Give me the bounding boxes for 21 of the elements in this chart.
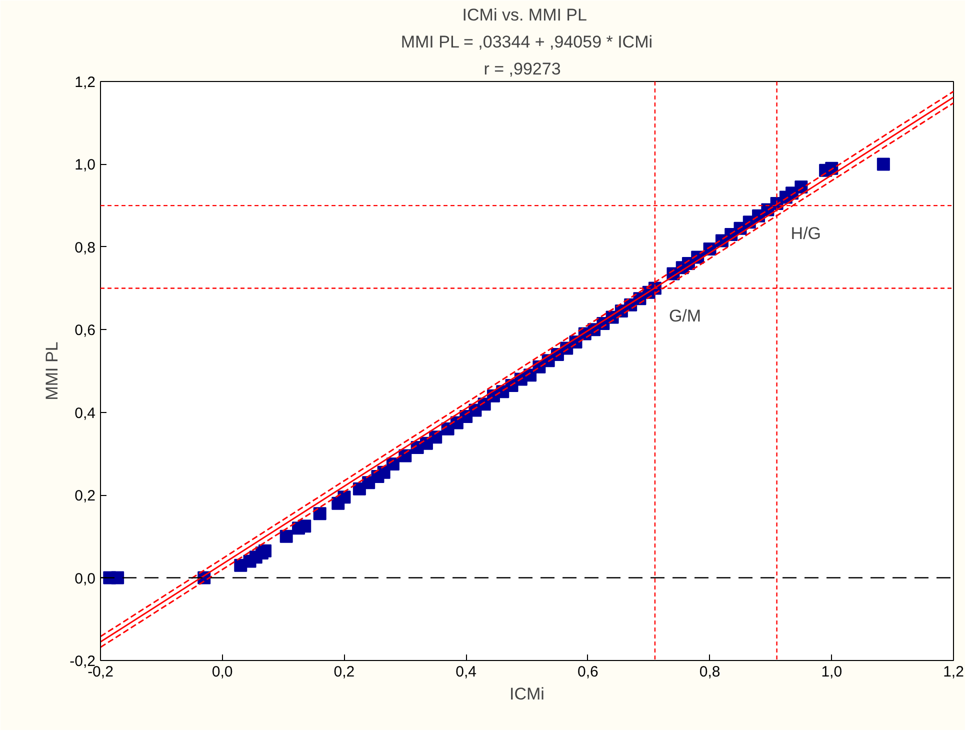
y-tick-label: 0,6: [74, 322, 96, 340]
x-tick-label: 0,8: [699, 664, 720, 680]
x-axis-title: ICMi: [510, 684, 544, 704]
x-tick-label: 0,4: [456, 664, 477, 680]
y-axis-title: MMI PL: [42, 342, 62, 400]
ref-line-label: H/G: [790, 224, 822, 243]
x-tick-label: 0,2: [334, 664, 355, 680]
y-tick-label: 0,2: [74, 488, 96, 505]
x-tick-label: 0,6: [578, 664, 598, 680]
x-tick-label: 1,2: [943, 664, 964, 680]
ref-line-label: G/M: [668, 306, 702, 326]
chart-title: ICMi vs. MMI PL: [462, 6, 587, 24]
y-tick-label: 1,0: [74, 156, 96, 174]
y-tick-label: 0,4: [74, 404, 96, 422]
x-tick-label: 0,0: [212, 664, 233, 680]
chart-subtitle: MMI PL = ,03344 + ,94059 * ICMi: [400, 32, 653, 52]
x-tick-label: 1,0: [821, 664, 842, 680]
y-tick-label: 0,0: [74, 570, 96, 588]
text: r = ,99273: [484, 60, 561, 78]
y-tick-label: 1,2: [74, 74, 96, 91]
y-tick-label: 0,8: [74, 239, 96, 256]
